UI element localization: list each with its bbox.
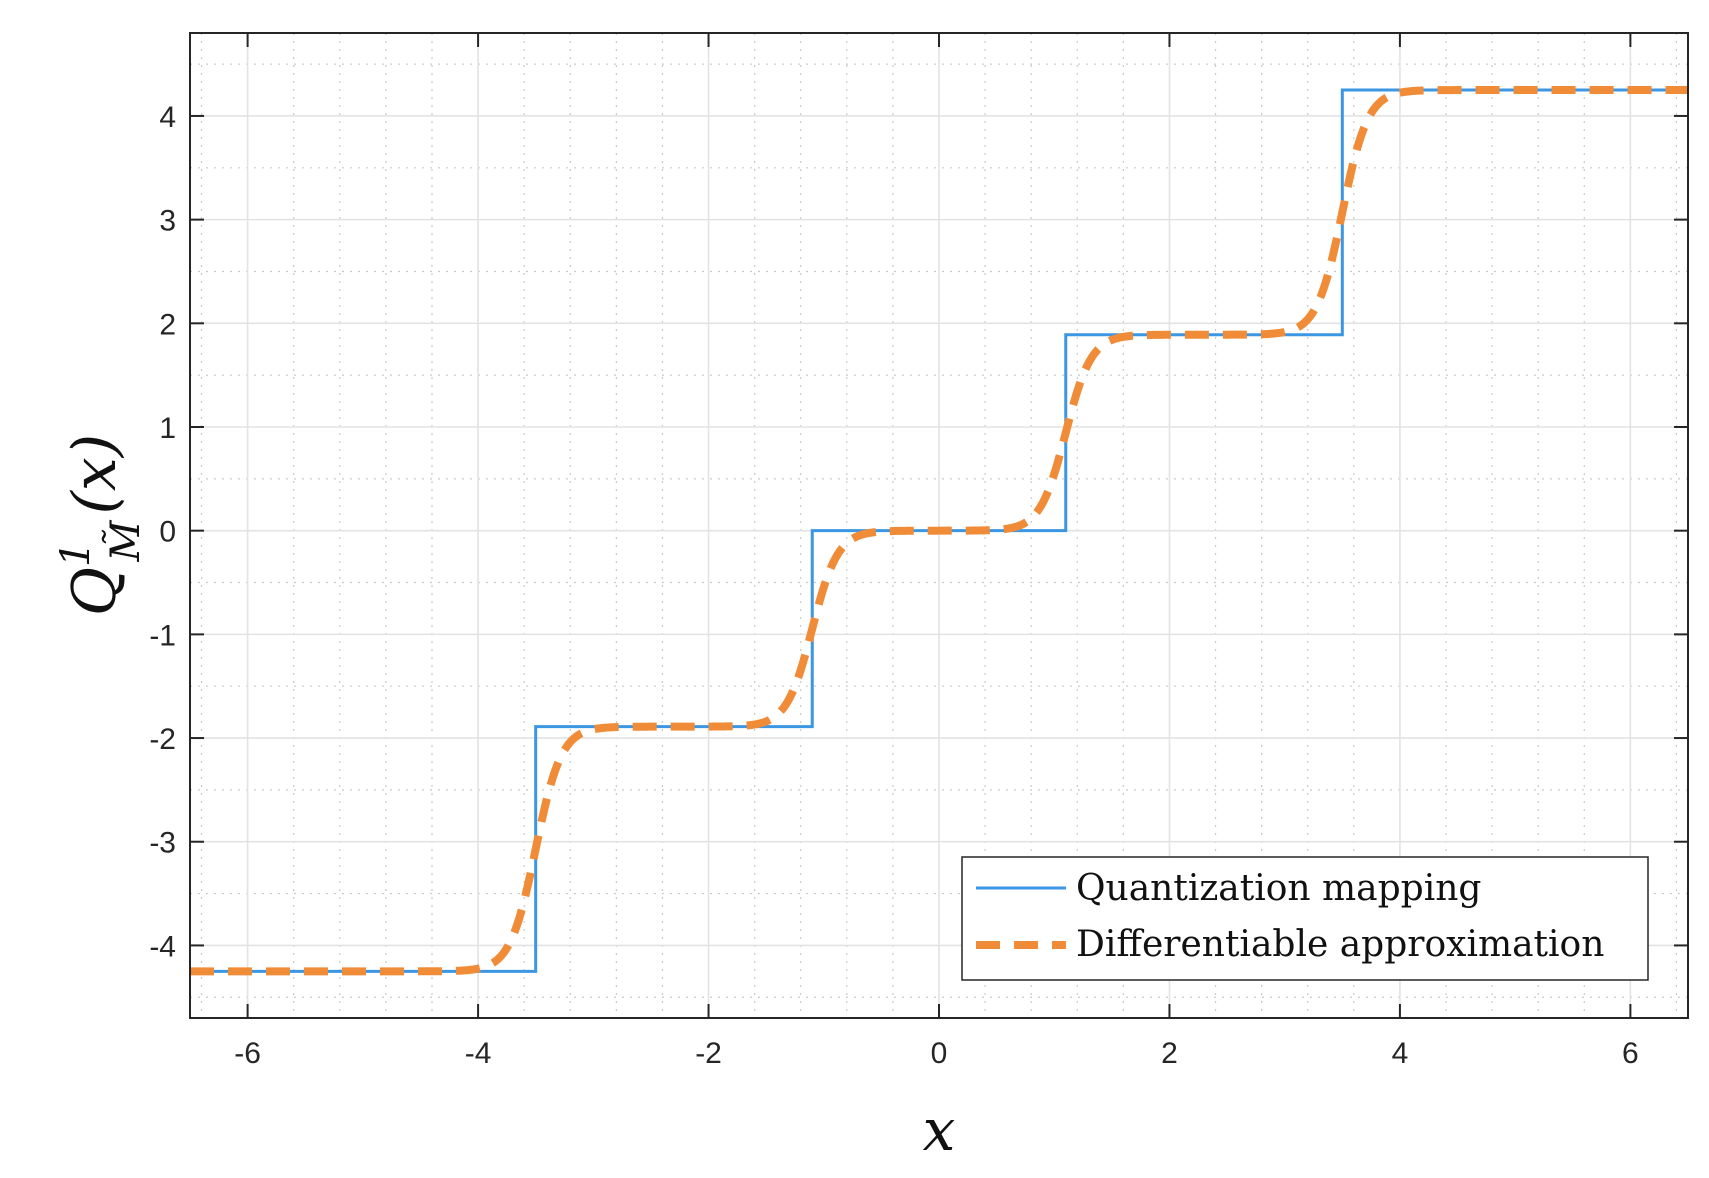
y-tick-label: -2 xyxy=(149,723,176,756)
legend-label-approximation: Differentiable approximation xyxy=(1076,924,1604,965)
y-tick-label: -1 xyxy=(149,619,176,652)
y-axis-label: Q1 M̃(x) xyxy=(53,434,149,616)
x-tick-label: 2 xyxy=(1161,1037,1178,1070)
y-tick-label: 0 xyxy=(159,516,176,549)
y-axis-label-base: Q xyxy=(60,567,130,616)
x-axis-label: x xyxy=(923,1096,956,1164)
x-tick-labels: -6 -4 -2 0 2 4 6 xyxy=(234,1037,1638,1070)
x-tick-label: -2 xyxy=(695,1037,722,1070)
y-tick-label: 1 xyxy=(159,412,176,445)
y-axis-label-argument: (x) xyxy=(60,434,130,515)
y-axis-label-superscript: 1 xyxy=(53,541,99,566)
x-tick-label: 6 xyxy=(1622,1037,1639,1070)
y-tick-label: 3 xyxy=(159,205,176,238)
legend-label-quantization: Quantization mapping xyxy=(1076,868,1481,909)
y-tick-label: 4 xyxy=(159,101,176,134)
legend: Quantization mapping Differentiable appr… xyxy=(961,856,1649,981)
x-tick-label: -4 xyxy=(465,1037,492,1070)
x-tick-label: 0 xyxy=(931,1037,948,1070)
y-tick-labels: -4 -3 -2 -1 0 1 2 3 4 xyxy=(149,101,176,963)
y-tick-label: -3 xyxy=(149,827,176,860)
series-layer xyxy=(190,86,1688,976)
svg-text:Q1M̃(x): Q1 M̃(x) xyxy=(53,434,149,616)
y-axis-label-subscript: M̃ xyxy=(102,519,149,562)
ticks xyxy=(190,33,1688,1018)
y-tick-label: -4 xyxy=(149,930,176,963)
x-tick-label: 4 xyxy=(1392,1037,1409,1070)
legend-box xyxy=(961,856,1649,981)
series-differentiable-approximation xyxy=(190,86,1688,976)
y-tick-label: 2 xyxy=(159,308,176,341)
x-tick-label: -6 xyxy=(234,1037,261,1070)
